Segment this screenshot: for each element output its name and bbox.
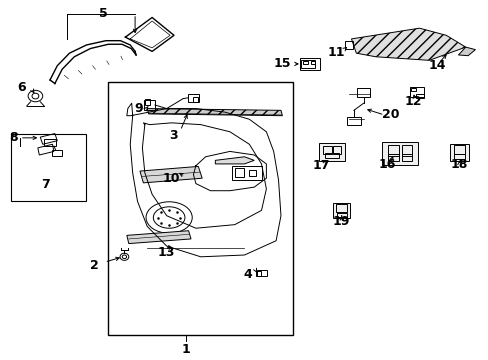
Text: 1: 1 xyxy=(182,343,190,356)
Text: 18: 18 xyxy=(450,158,467,171)
Text: 7: 7 xyxy=(41,178,49,191)
Text: 13: 13 xyxy=(158,246,175,258)
Text: 2: 2 xyxy=(90,258,99,271)
Text: 3: 3 xyxy=(169,129,178,142)
Text: 6: 6 xyxy=(18,81,26,94)
Polygon shape xyxy=(140,166,202,183)
Text: 16: 16 xyxy=(378,158,395,171)
FancyBboxPatch shape xyxy=(332,203,349,218)
Text: 17: 17 xyxy=(311,159,329,172)
Polygon shape xyxy=(351,28,465,60)
Polygon shape xyxy=(215,157,254,164)
Text: 15: 15 xyxy=(273,57,290,71)
Text: 11: 11 xyxy=(326,46,344,59)
Text: 4: 4 xyxy=(243,268,251,281)
Text: 20: 20 xyxy=(381,108,398,121)
Text: 12: 12 xyxy=(404,95,421,108)
Text: 10: 10 xyxy=(163,172,180,185)
FancyBboxPatch shape xyxy=(318,143,345,161)
FancyBboxPatch shape xyxy=(449,144,468,161)
Text: 8: 8 xyxy=(9,131,18,144)
Text: 19: 19 xyxy=(332,215,350,228)
Text: 9: 9 xyxy=(134,102,143,115)
Polygon shape xyxy=(126,231,191,244)
Polygon shape xyxy=(458,47,474,56)
Text: 5: 5 xyxy=(99,7,108,20)
FancyBboxPatch shape xyxy=(381,141,417,165)
Polygon shape xyxy=(147,109,282,116)
Text: 14: 14 xyxy=(427,59,445,72)
